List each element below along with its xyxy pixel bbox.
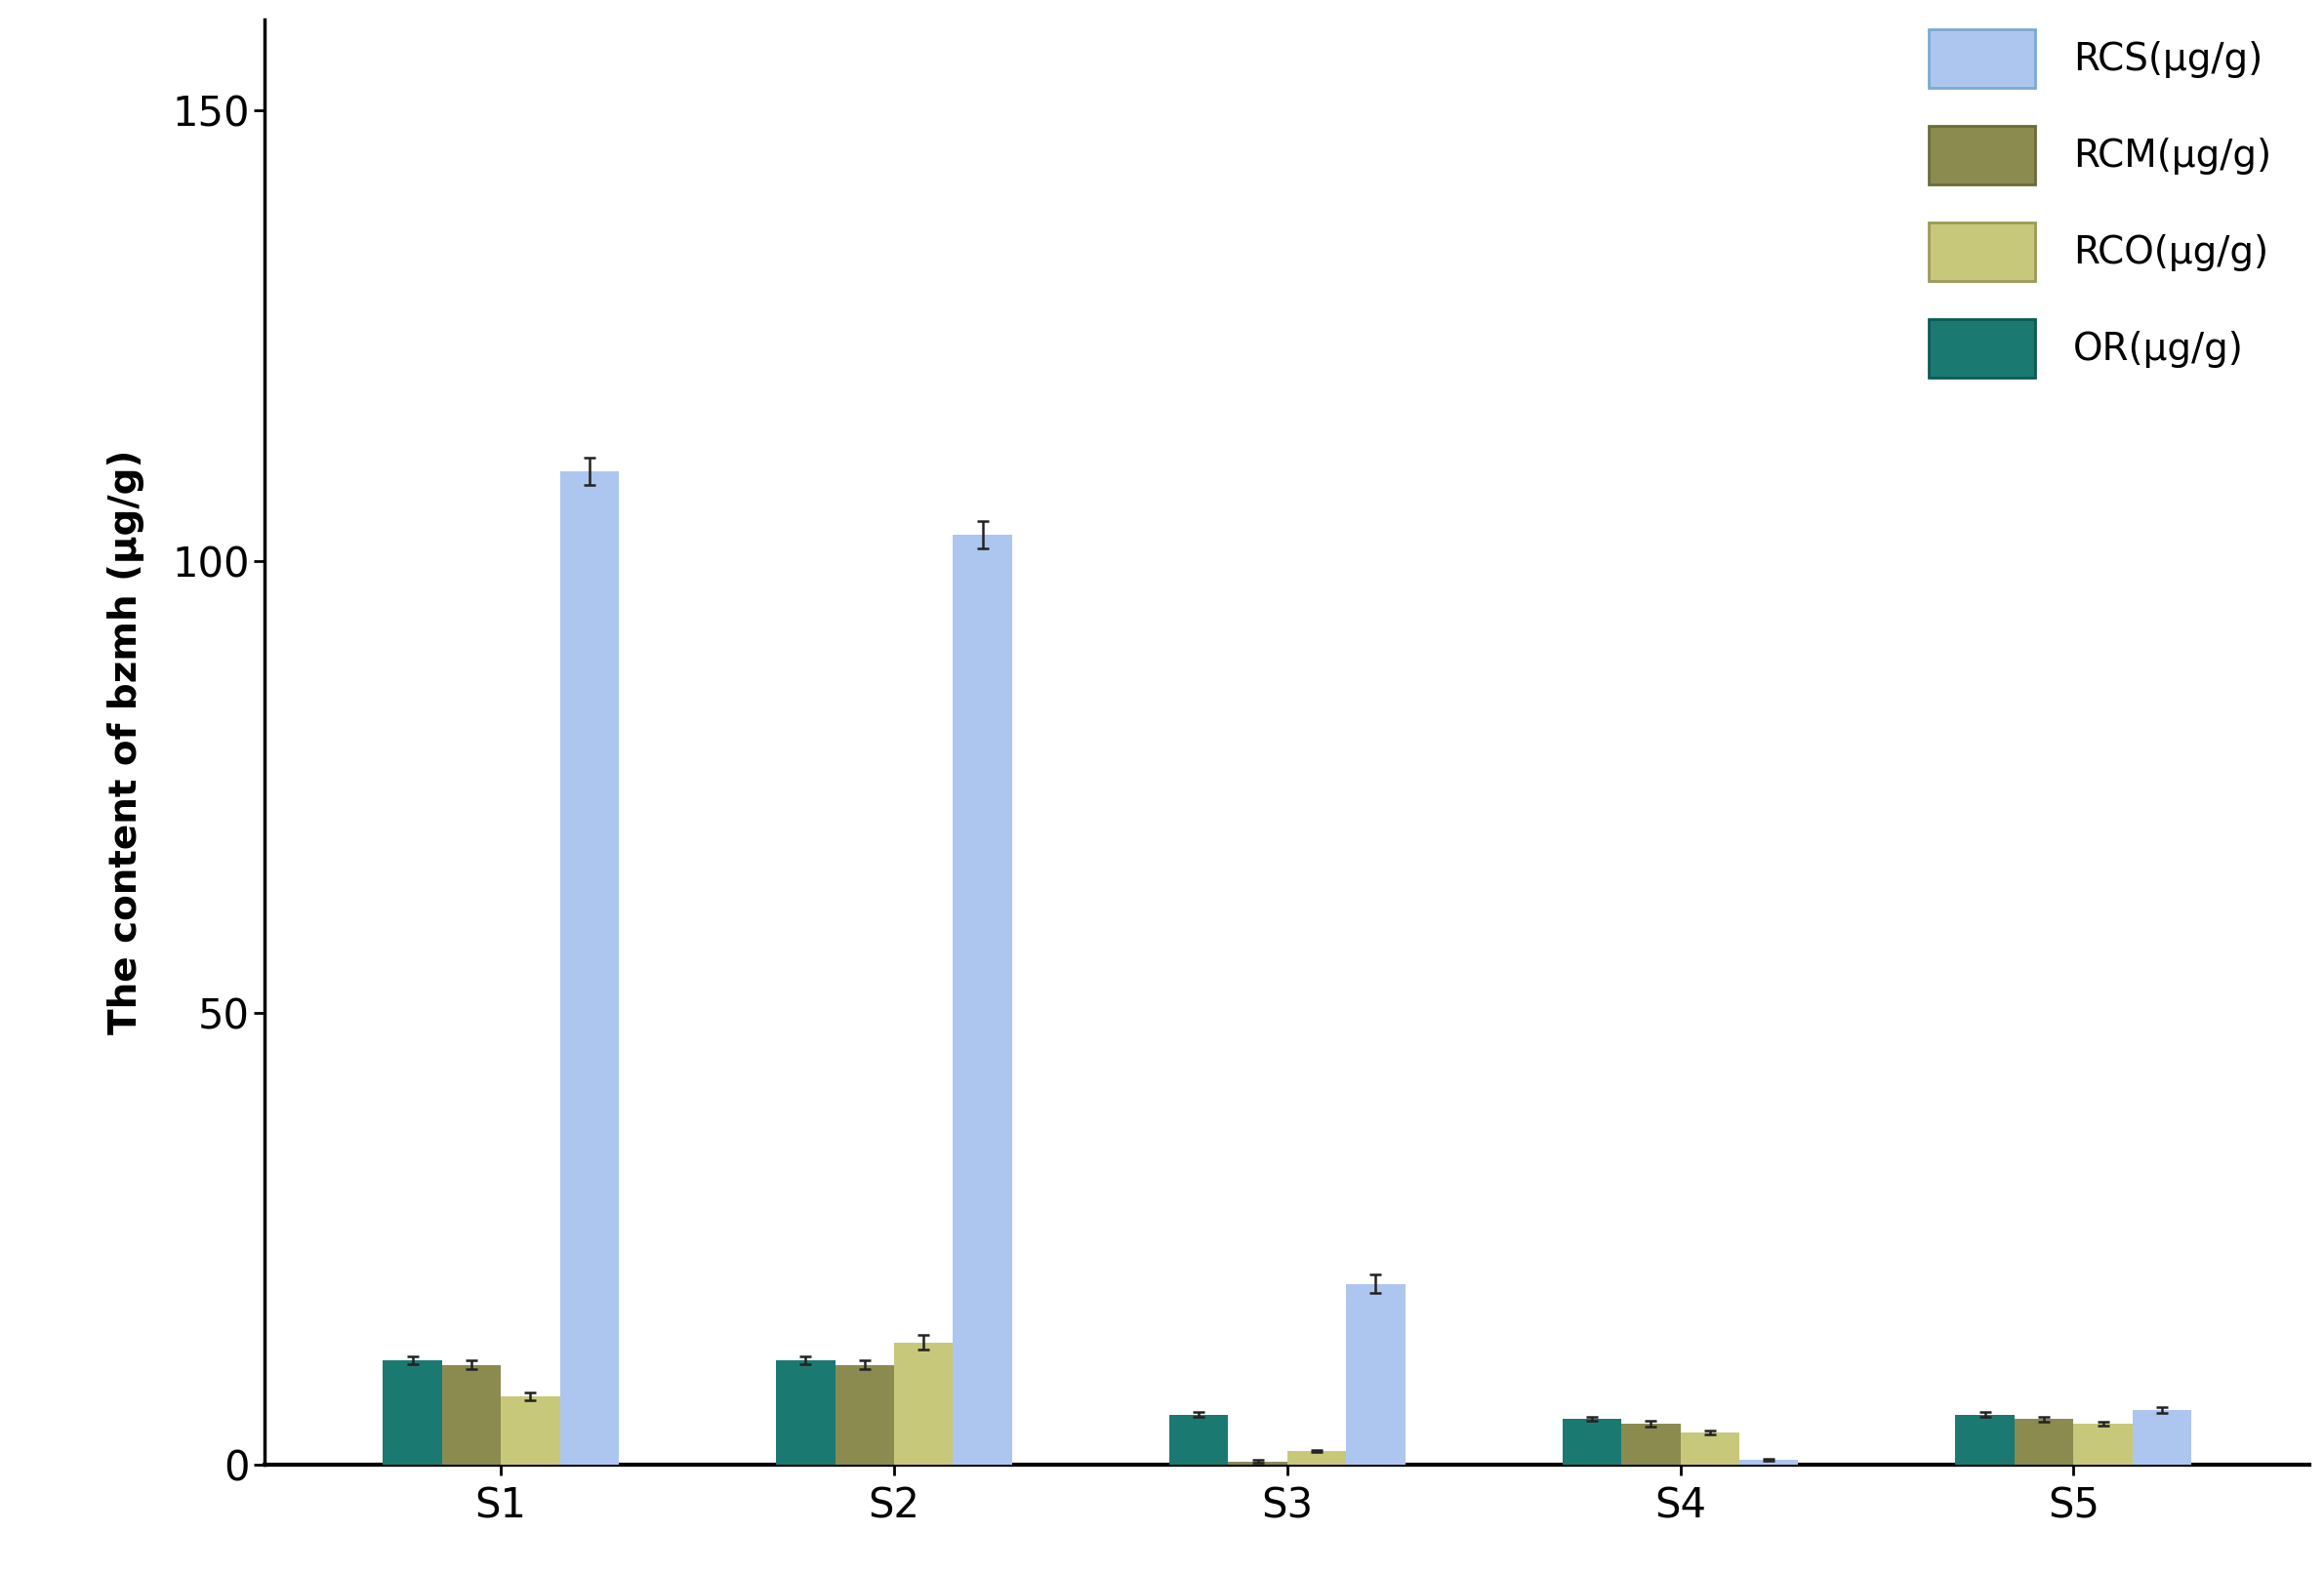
Bar <box>1169 1414 1227 1464</box>
Bar <box>776 1361 834 1464</box>
Bar <box>1954 1414 2015 1464</box>
Bar <box>442 1365 502 1464</box>
Bar <box>502 1397 560 1464</box>
Bar <box>1622 1424 1680 1464</box>
Bar <box>2015 1419 2073 1464</box>
Bar <box>1287 1450 1346 1464</box>
Bar <box>2133 1409 2192 1464</box>
Bar <box>1346 1284 1406 1464</box>
Bar <box>895 1342 953 1464</box>
Bar <box>2073 1424 2133 1464</box>
Bar <box>1738 1460 1799 1464</box>
Bar <box>834 1365 895 1464</box>
Bar <box>560 472 618 1464</box>
Bar <box>953 535 1011 1464</box>
Legend: RCS(μg/g), RCM(μg/g), RCO(μg/g), OR(μg/g): RCS(μg/g), RCM(μg/g), RCO(μg/g), OR(μg/g… <box>1910 9 2291 396</box>
Bar <box>1680 1433 1738 1464</box>
Bar <box>1562 1419 1622 1464</box>
Bar <box>383 1361 442 1464</box>
Y-axis label: The content of bzmh (μg/g): The content of bzmh (μg/g) <box>107 450 144 1035</box>
Bar <box>1227 1461 1287 1464</box>
